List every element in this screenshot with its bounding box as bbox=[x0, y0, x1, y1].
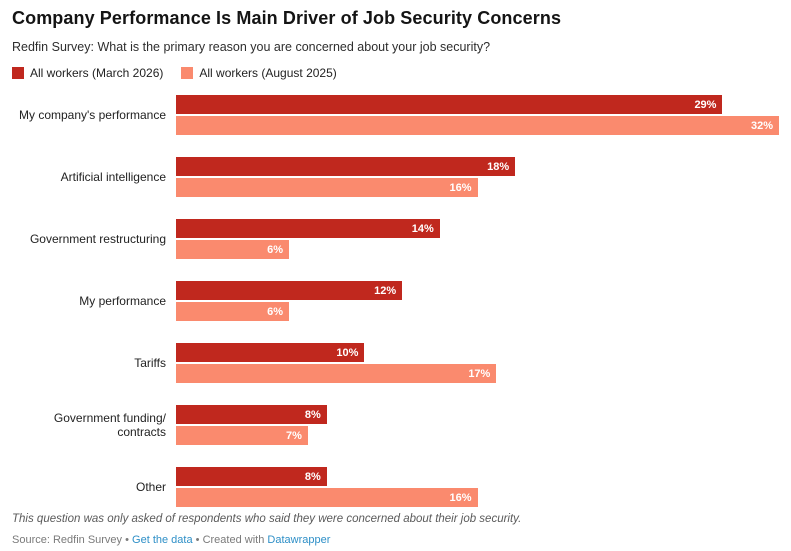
bar-value-label: 29% bbox=[694, 98, 717, 111]
legend-swatch bbox=[181, 67, 194, 79]
chart-row: Tariffs 10% 17% bbox=[12, 343, 779, 383]
legend-item-2: All workers (August 2025) bbox=[181, 66, 337, 80]
bar-series-2: 6% bbox=[176, 240, 290, 259]
category-label: Tariffs bbox=[134, 355, 166, 370]
bar-value-label: 12% bbox=[374, 284, 397, 297]
source-text: Source: Redfin Survey bbox=[12, 534, 123, 546]
legend-item-1: All workers (March 2026) bbox=[12, 66, 163, 80]
bar-series-2: 16% bbox=[176, 178, 478, 197]
get-the-data-link[interactable]: Get the data bbox=[132, 534, 193, 546]
bar-group: 12% 6% bbox=[176, 281, 779, 321]
bar-value-label: 8% bbox=[304, 470, 321, 483]
bar-series-1: 29% bbox=[176, 95, 723, 114]
chart-row: My company's performance 29% 32% bbox=[12, 95, 779, 135]
bar-value-label: 16% bbox=[449, 491, 472, 504]
legend-label: All workers (August 2025) bbox=[199, 66, 337, 80]
category-label: My performance bbox=[79, 293, 166, 308]
bar-series-1: 8% bbox=[176, 405, 327, 424]
bar-chart: My company's performance 29% 32% Artificial… bbox=[12, 95, 779, 507]
bar-group: 14% 6% bbox=[176, 219, 779, 259]
bar-series-2: 7% bbox=[176, 426, 308, 445]
chart-row: Government funding/ contracts 8% 7% bbox=[12, 405, 779, 445]
bar-group: 18% 16% bbox=[176, 157, 779, 197]
chart-subtitle: Redfin Survey: What is the primary reaso… bbox=[12, 40, 491, 54]
bar-series-1: 14% bbox=[176, 219, 440, 238]
bar-series-1: 18% bbox=[176, 157, 516, 176]
category-label: Government restructuring bbox=[29, 231, 166, 246]
bar-series-2: 17% bbox=[176, 364, 497, 383]
bar-value-label: 32% bbox=[750, 119, 773, 132]
category-label: My company's performance bbox=[18, 107, 166, 122]
chart-row: Other 8% 16% bbox=[12, 467, 779, 507]
legend-swatch bbox=[12, 67, 24, 79]
bar-value-label: 14% bbox=[411, 222, 434, 235]
bar-series-1: 10% bbox=[176, 343, 365, 362]
footnote: This question was only asked of responde… bbox=[12, 513, 522, 525]
bar-series-1: 12% bbox=[176, 281, 403, 300]
category-label: Other bbox=[135, 479, 166, 494]
category-label: Artificial intelligence bbox=[60, 169, 166, 184]
chart-row: Artificial intelligence 18% 16% bbox=[12, 157, 779, 197]
bar-value-label: 17% bbox=[468, 367, 491, 380]
bar-group: 10% 17% bbox=[176, 343, 779, 383]
category-label: Government funding/ contracts bbox=[53, 410, 166, 439]
bar-value-label: 7% bbox=[286, 429, 302, 442]
created-with-text: Created with bbox=[202, 534, 265, 546]
chart-title: Company Performance Is Main Driver of Jo… bbox=[12, 8, 562, 28]
bar-series-2: 6% bbox=[176, 302, 290, 321]
separator: • bbox=[125, 534, 129, 546]
bar-group: 29% 32% bbox=[176, 95, 779, 135]
bar-value-label: 18% bbox=[487, 160, 510, 173]
bar-value-label: 6% bbox=[267, 243, 284, 256]
bar-value-label: 16% bbox=[449, 181, 472, 194]
legend: All workers (March 2026) All workers (Aug… bbox=[12, 66, 779, 80]
bar-series-2: 16% bbox=[176, 488, 478, 507]
bar-value-label: 6% bbox=[267, 305, 284, 318]
separator: • bbox=[195, 534, 200, 546]
bar-value-label: 10% bbox=[336, 346, 359, 359]
legend-label: All workers (March 2026) bbox=[30, 66, 164, 80]
bar-value-label: 8% bbox=[304, 408, 321, 421]
bar-series-1: 8% bbox=[176, 467, 327, 486]
chart-row: My performance 12% 6% bbox=[12, 281, 779, 321]
bar-series-2: 32% bbox=[176, 116, 779, 135]
bar-group: 8% 16% bbox=[176, 467, 779, 507]
bar-group: 8% 7% bbox=[176, 405, 779, 445]
chart-row: Government restructuring 14% 6% bbox=[12, 219, 779, 259]
datawrapper-link[interactable]: Datawrapper bbox=[267, 534, 331, 546]
source-line: Source: Redfin Survey • Get the data • C… bbox=[12, 534, 779, 546]
